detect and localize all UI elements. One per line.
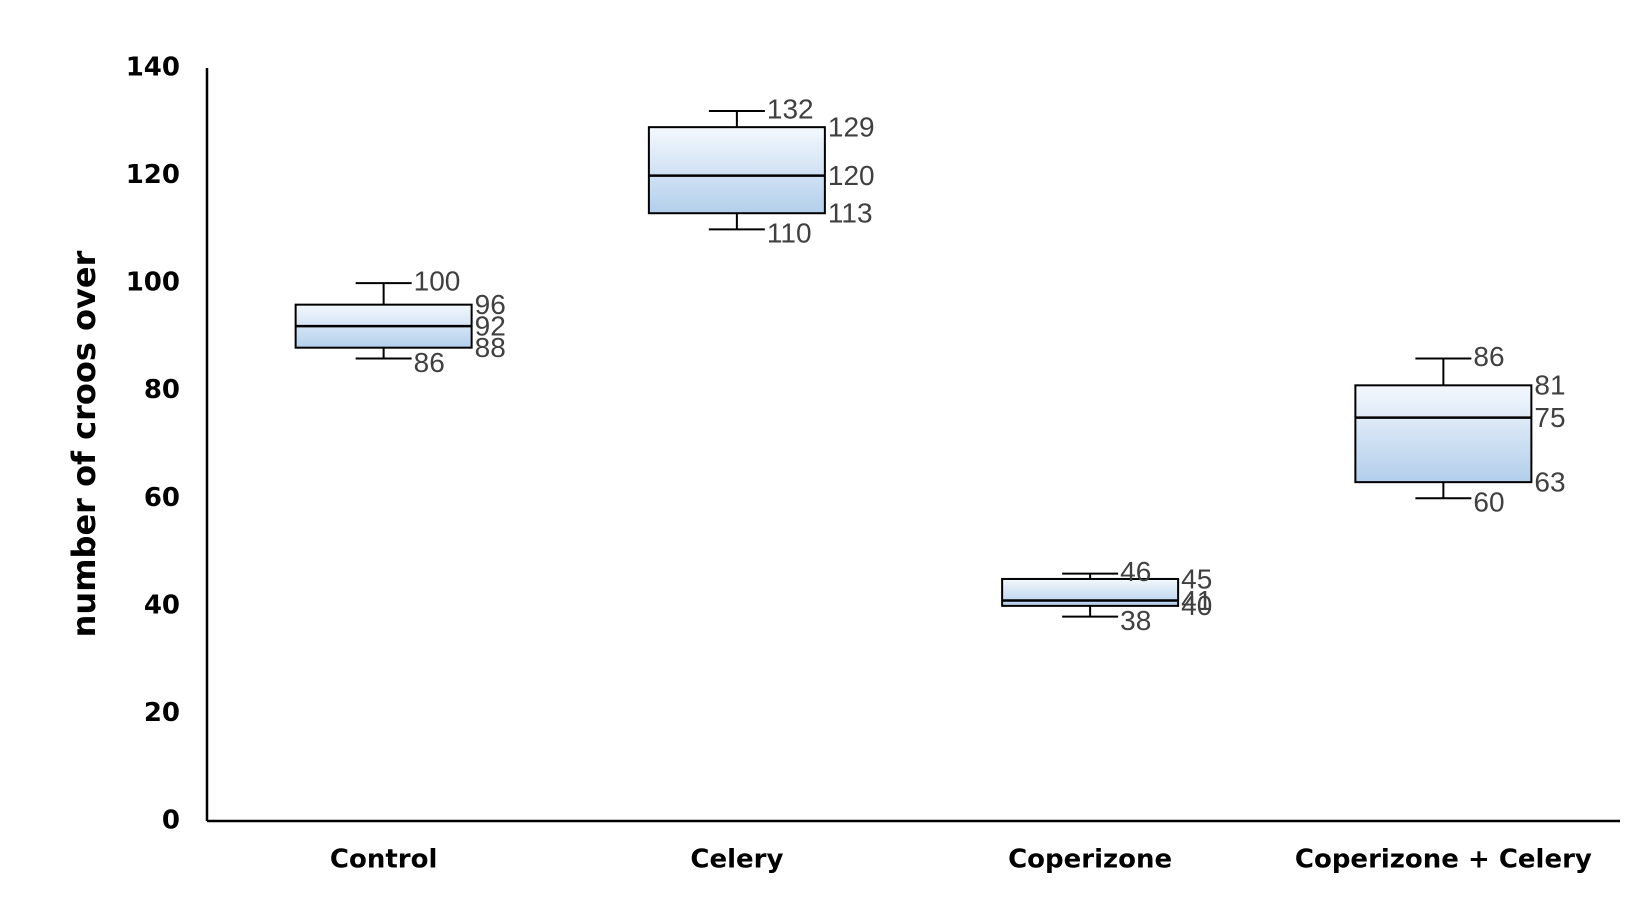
- median-label: 120: [828, 160, 875, 191]
- y-tick-label: 0: [162, 806, 180, 836]
- x-category-label: Coperizone + Celery: [1295, 845, 1592, 875]
- y-axis-title: number of croos over: [65, 250, 103, 637]
- y-axis-ticks: 0 20 40 60 80 100 120 140: [126, 53, 180, 836]
- x-category-label: Control: [330, 845, 437, 875]
- iqr-box: [1354, 384, 1533, 484]
- max-label: 132: [767, 93, 814, 124]
- median-label: 41: [1181, 585, 1212, 616]
- q3-label: 81: [1534, 370, 1565, 401]
- y-tick-label: 100: [126, 268, 180, 298]
- x-axis-labels: Control Celery Coperizone Coperizone + Cele…: [330, 845, 1592, 875]
- iqr-box: [647, 126, 826, 215]
- y-tick-label: 40: [144, 590, 180, 620]
- q1-label: 40: [1181, 590, 1212, 621]
- y-tick-label: 80: [144, 375, 180, 405]
- x-category-label: Celery: [690, 845, 783, 875]
- max-label: 46: [1120, 556, 1151, 587]
- y-tick-label: 20: [144, 698, 180, 728]
- median-label: 75: [1534, 402, 1565, 433]
- y-tick-label: 120: [126, 160, 180, 190]
- q3-label: 45: [1181, 563, 1212, 594]
- box-2: 132 110 129 120 113: [647, 93, 875, 249]
- y-tick-label: 60: [144, 483, 180, 513]
- min-label: 110: [767, 218, 812, 249]
- max-label: 86: [1473, 341, 1504, 372]
- median-label: 92: [475, 311, 506, 342]
- x-category-label: Coperizone: [1008, 845, 1172, 875]
- q1-label: 88: [475, 332, 506, 363]
- min-label: 38: [1120, 605, 1151, 636]
- max-label: 100: [414, 266, 461, 297]
- min-label: 86: [414, 347, 445, 378]
- min-label: 60: [1473, 487, 1504, 518]
- q3-label: 96: [475, 289, 506, 320]
- q1-label: 63: [1534, 467, 1565, 498]
- q1-label: 113: [828, 198, 873, 229]
- q3-label: 129: [828, 112, 875, 143]
- iqr-box: [1001, 577, 1180, 607]
- y-tick-label: 140: [126, 53, 180, 83]
